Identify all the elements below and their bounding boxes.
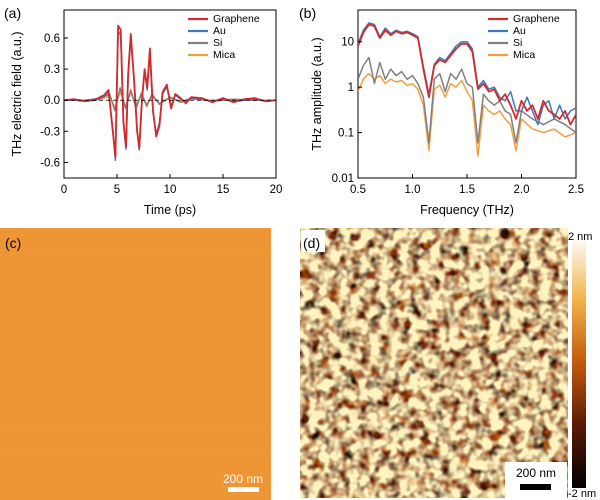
b-series-au-line [358, 22, 576, 126]
a-series-graphene-line [64, 24, 276, 159]
b-xtick-label: 2.0 [514, 184, 530, 196]
b-series-graphene-line [358, 23, 576, 126]
panel-label-b: (b) [299, 5, 316, 21]
b-series-mica-line [358, 72, 576, 158]
colorbar [572, 236, 586, 488]
a-legend-label: Mica [213, 49, 235, 61]
panel-label-d: (d) [303, 235, 320, 251]
chart-a-frame [63, 9, 277, 179]
chart-b-ylabel: THz amplitude (a.u.) [310, 37, 324, 150]
a-xtick-label: 15 [217, 184, 230, 196]
heatmap-d-scale-label: 200 nm [516, 466, 556, 480]
colorbar-max-label: 2 nm [568, 231, 592, 243]
image-c: (c) 200 nm [0, 228, 271, 500]
b-ytick-label: 1 [348, 82, 354, 94]
a-xtick-label: 5 [114, 184, 120, 196]
chart-b: 0.5 1.0 1.5 2.0 2.5 0.01 0.1 1 10 Frequency (THz… [310, 9, 584, 217]
b-legend-label: Au [513, 25, 526, 37]
chart-a-xlabel: Time (ps) [144, 203, 196, 217]
a-ytick-label: 0.3 [44, 64, 60, 76]
a-xtick-label: 0 [61, 184, 67, 196]
a-legend-label: Graphene [213, 13, 260, 25]
panel-label-a: (a) [4, 5, 21, 21]
heatmap-d: (d) 200 nm 2 nm -2 nm [300, 228, 596, 500]
chart-a: 0 5 10 15 20 -0.6 -0.3 0.0 0.3 0.6 Time (ps) THz … [10, 9, 283, 217]
b-series-si-line [358, 56, 576, 144]
a-ytick-label: 0.0 [44, 95, 60, 107]
heatmap-d-label-bg [301, 230, 325, 252]
b-xtick-label: 1.0 [405, 184, 421, 196]
a-series-au-line [64, 31, 276, 162]
b-ytick-label: 10 [341, 37, 354, 49]
heatmap-d-scale-bg [505, 462, 567, 498]
panel-label-c: (c) [5, 235, 21, 251]
b-xtick-label: 0.5 [350, 184, 366, 196]
b-legend-label: Si [513, 37, 522, 49]
chart-a-ylabel: THz electric field (a.u.) [10, 31, 24, 156]
a-legend-label: Au [213, 25, 226, 37]
a-legend-label: Si [213, 37, 222, 49]
colorbar-min-label: -2 nm [568, 488, 596, 500]
image-c-shade [0, 228, 271, 500]
image-c-area [0, 228, 271, 500]
b-ytick-label: 0.1 [338, 128, 354, 140]
a-xtick-label: 20 [270, 184, 283, 196]
a-ytick-label: 0.6 [44, 33, 60, 45]
heatmap-d-scale-bar [520, 484, 551, 490]
a-xtick-label: 10 [164, 184, 177, 196]
a-ytick-label: -0.3 [40, 126, 60, 138]
b-legend-label: Mica [513, 49, 535, 61]
b-legend-label: Graphene [513, 13, 560, 25]
b-ytick-label: 0.01 [332, 173, 354, 185]
chart-b-xlabel: Frequency (THz) [420, 203, 514, 217]
heatmap-d-light-texture [300, 228, 568, 498]
image-c-scale-bar [228, 487, 259, 492]
a-ytick-label: -0.6 [40, 157, 60, 169]
b-xtick-label: 2.5 [568, 184, 584, 196]
b-xtick-label: 1.5 [459, 184, 475, 196]
image-c-scale-label: 200 nm [223, 472, 263, 486]
